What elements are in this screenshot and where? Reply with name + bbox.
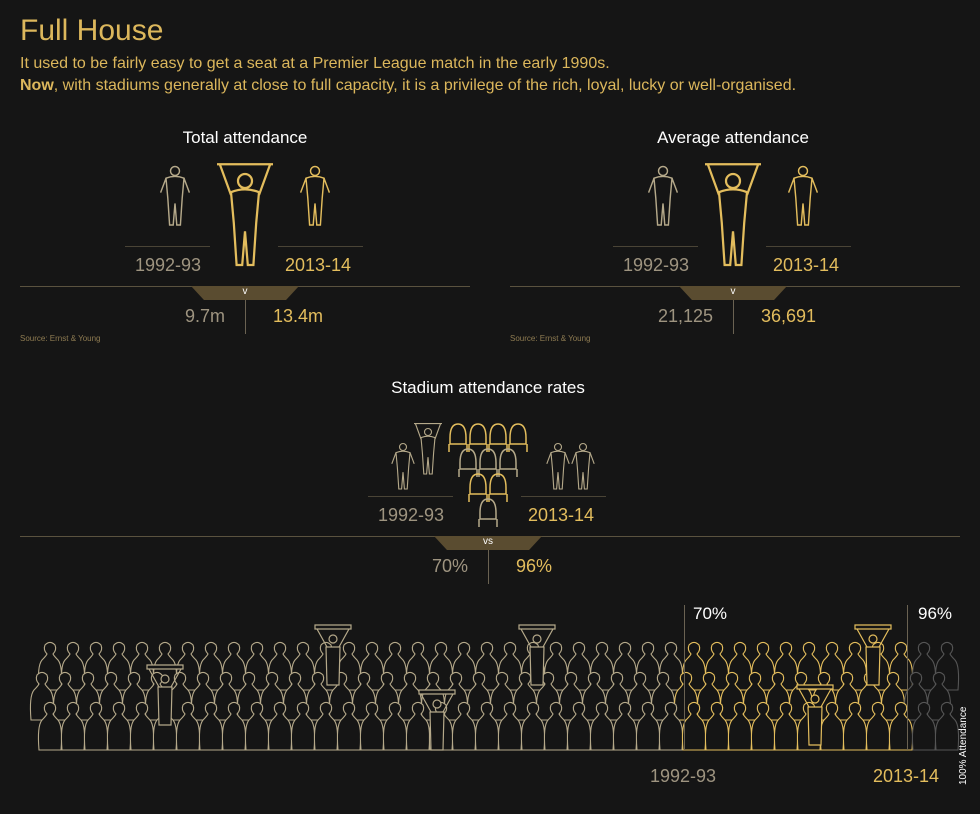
crowd-figure <box>83 701 109 751</box>
crowd-new-pct: 96% <box>918 604 953 623</box>
year-new: 2013-14 <box>528 505 595 525</box>
crowd-figure <box>727 701 753 751</box>
crowd-figure <box>175 701 201 751</box>
year-old: 1992-93 <box>135 255 202 275</box>
crowd-figure <box>911 701 937 751</box>
value-new: 96% <box>516 556 553 576</box>
crowd-figure <box>290 701 316 751</box>
crowd-year-old: 1992-93 <box>650 766 717 786</box>
crowd-figure <box>313 701 339 751</box>
panel-title: Stadium attendance rates <box>391 378 585 397</box>
crowd-figure <box>589 701 615 751</box>
seat-icons <box>391 423 595 527</box>
crowd-figure <box>681 701 707 751</box>
panel-title: Average attendance <box>657 128 809 147</box>
crowd-figure <box>635 701 661 751</box>
divider <box>368 496 453 497</box>
vs-badge: v <box>679 286 787 300</box>
value-old: 9.7m <box>184 306 225 326</box>
crowd-figure <box>359 701 385 751</box>
crowd-figure <box>520 701 546 751</box>
divider <box>521 496 606 497</box>
crowd-figure <box>773 701 799 751</box>
crowd-figure <box>865 701 891 751</box>
page-title: Full House <box>20 14 164 47</box>
scarf-fan <box>146 664 184 726</box>
vs-badge: vs <box>434 536 542 550</box>
subtitle-bold: Now <box>20 77 54 94</box>
split-line <box>488 550 489 584</box>
crowd-figure <box>129 701 155 751</box>
crowd-figure <box>497 701 523 751</box>
marker-70 <box>684 605 685 750</box>
source-note: Source: Ernst & Young <box>20 334 101 343</box>
value-old: 21,125 <box>657 306 713 326</box>
divider <box>278 246 363 247</box>
value-new: 13.4m <box>273 306 324 326</box>
crowd-figure <box>451 701 477 751</box>
scarf-fan <box>418 689 456 751</box>
crowd-figure <box>244 701 270 751</box>
divider <box>613 246 698 247</box>
crowd-figure <box>382 701 408 751</box>
crowd-figure <box>60 701 86 751</box>
value-old: 70% <box>431 556 468 576</box>
year-new: 2013-14 <box>285 255 352 275</box>
crowd-figure <box>750 701 776 751</box>
axis-label-text: 100% Attendance <box>958 706 969 785</box>
year-new: 2013-14 <box>773 255 840 275</box>
crowd-figure <box>221 701 247 751</box>
subtitle-rest: , with stadiums generally at close to fu… <box>53 77 797 94</box>
fan-icons <box>647 163 819 267</box>
fan-icons <box>159 163 331 267</box>
panel-title: Total attendance <box>182 128 308 147</box>
crowd-year-new: 2013-14 <box>873 766 940 786</box>
crowd-figure <box>888 701 914 751</box>
crowd-figure <box>474 701 500 751</box>
scarf-fan <box>854 624 892 686</box>
crowd-figure <box>612 701 638 751</box>
value-new: 36,691 <box>761 306 817 326</box>
crowd-figure <box>106 701 132 751</box>
crowd-figure <box>267 701 293 751</box>
marker-96 <box>907 605 908 750</box>
axis-label: 100% Attendance <box>958 705 972 785</box>
crowd-figure <box>543 701 569 751</box>
crowd-old-pct: 70% <box>693 604 728 623</box>
year-old: 1992-93 <box>623 255 690 275</box>
crowd-chart <box>29 624 960 751</box>
crowd-figure <box>336 701 362 751</box>
crowd-figure <box>198 701 224 751</box>
crowd-figure <box>704 701 730 751</box>
divider <box>766 246 851 247</box>
source-note: Source: Ernst & Young <box>510 334 591 343</box>
split-line <box>733 300 734 334</box>
scarf-fan <box>796 684 834 746</box>
vs-badge: v <box>191 286 299 300</box>
crowd-figure <box>934 701 960 751</box>
split-line <box>245 300 246 334</box>
crowd-figure <box>566 701 592 751</box>
crowd-figure <box>842 701 868 751</box>
scarf-fan <box>518 624 556 686</box>
crowd-figure <box>405 701 431 751</box>
scarf-fan <box>314 624 352 686</box>
subtitle: It used to be fairly easy to get a seat … <box>20 55 610 72</box>
crowd-figure <box>658 701 684 751</box>
divider <box>125 246 210 247</box>
year-old: 1992-93 <box>378 505 445 525</box>
subtitle-2: Now, with stadiums generally at close to… <box>20 77 796 95</box>
crowd-figure <box>819 701 845 751</box>
crowd-figure <box>37 701 63 751</box>
